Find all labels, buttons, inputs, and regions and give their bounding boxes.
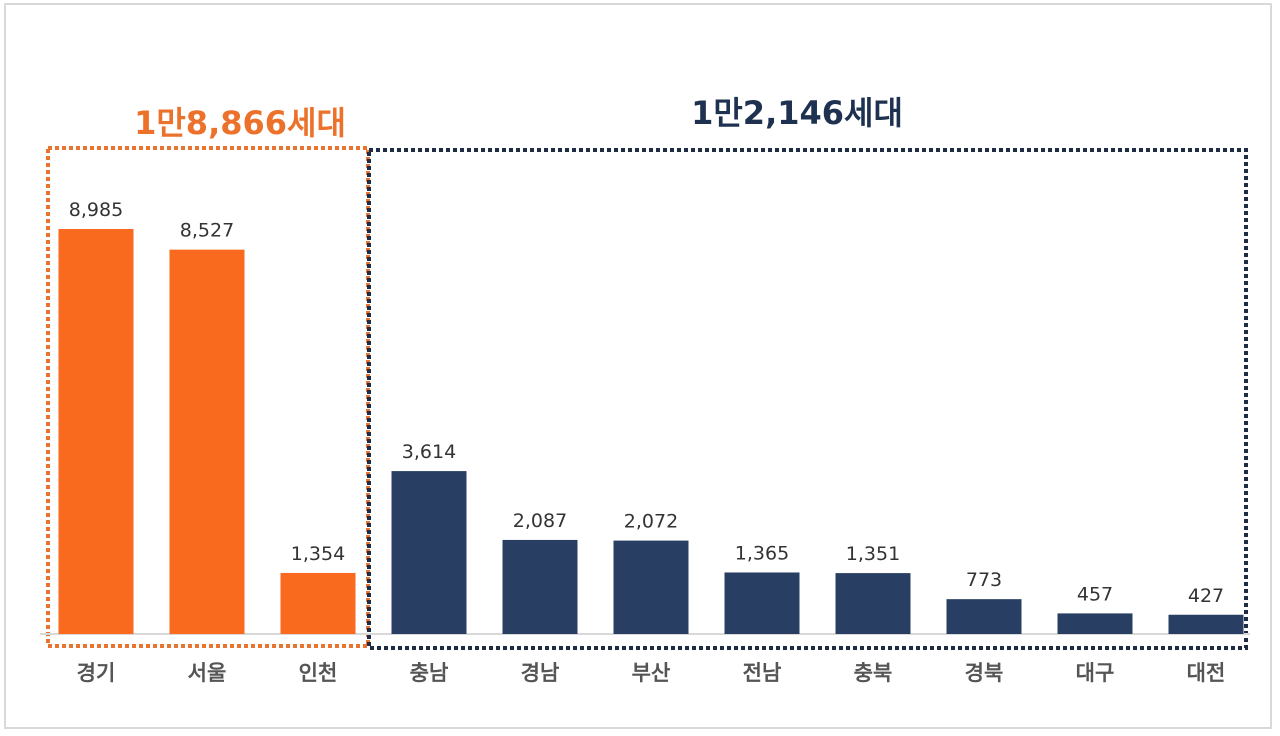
data-label: 3,614 bbox=[402, 441, 456, 463]
bar bbox=[946, 599, 1022, 634]
bar bbox=[280, 572, 356, 634]
bar bbox=[58, 229, 134, 634]
data-label: 8,985 bbox=[69, 199, 123, 221]
data-label: 2,087 bbox=[513, 510, 567, 532]
bar bbox=[169, 249, 245, 634]
x-tick-label: 부산 bbox=[632, 661, 671, 685]
x-tick-label: 경기 bbox=[77, 661, 116, 685]
bar bbox=[724, 572, 800, 634]
data-label: 427 bbox=[1188, 585, 1224, 607]
data-label: 1,365 bbox=[735, 542, 789, 564]
bar bbox=[613, 540, 689, 634]
x-tick-label: 충북 bbox=[854, 661, 893, 685]
chart-frame bbox=[4, 3, 1272, 729]
x-tick-label: 인천 bbox=[299, 661, 338, 685]
x-tick-label: 대전 bbox=[1187, 661, 1226, 685]
bar bbox=[835, 573, 911, 634]
x-tick-label: 대구 bbox=[1076, 661, 1115, 685]
bar bbox=[1168, 614, 1244, 634]
group-total-label: 1만8,866세대 bbox=[134, 104, 346, 142]
x-tick-label: 충남 bbox=[410, 661, 449, 685]
bar bbox=[502, 539, 578, 634]
group-total-label: 1만2,146세대 bbox=[691, 94, 903, 132]
data-label: 773 bbox=[966, 569, 1002, 591]
data-label: 1,351 bbox=[846, 543, 900, 565]
data-label: 2,072 bbox=[624, 511, 678, 533]
x-tick-label: 전남 bbox=[743, 661, 782, 685]
group-box bbox=[367, 148, 1248, 650]
x-tick-label: 서울 bbox=[188, 661, 227, 685]
data-label: 1,354 bbox=[291, 543, 345, 565]
bar bbox=[1057, 613, 1133, 634]
bar bbox=[391, 471, 467, 634]
data-label: 457 bbox=[1077, 583, 1113, 605]
data-label: 8,527 bbox=[180, 220, 234, 242]
x-tick-label: 경남 bbox=[521, 661, 560, 685]
x-tick-label: 경북 bbox=[965, 661, 1004, 685]
